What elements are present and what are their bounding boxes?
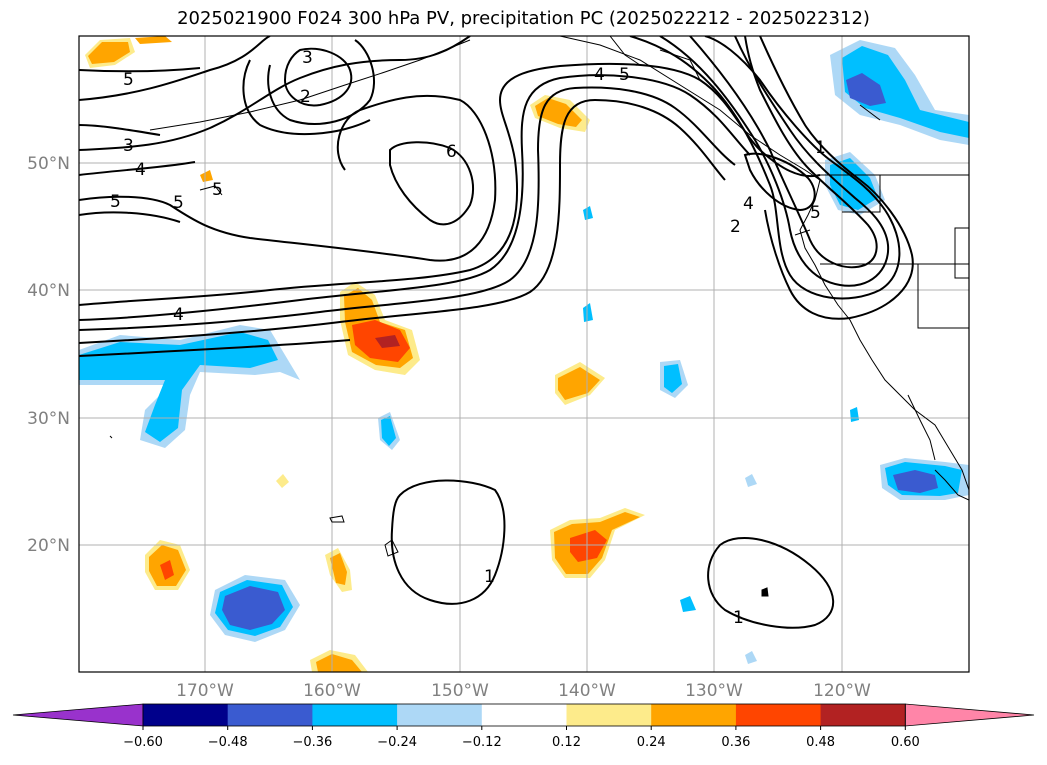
contour-label: 5 <box>110 192 121 212</box>
positive-precip-shading <box>85 36 645 672</box>
contour-label: 3 <box>302 48 313 68</box>
colorbar-swatch <box>227 704 313 726</box>
lat-label: 30°N <box>27 409 70 429</box>
contour-label: 4 <box>743 194 754 214</box>
gridlines <box>79 36 969 672</box>
colorbar-swatch <box>566 704 652 726</box>
colorbar-tick-label: 0.36 <box>721 735 750 750</box>
colorbar-swatch <box>820 704 906 726</box>
colorbar-swatch <box>735 704 822 726</box>
lon-label: 120°W <box>813 681 871 701</box>
colorbar-swatch <box>312 704 398 726</box>
lon-label: 160°W <box>303 681 361 701</box>
coastlines <box>109 36 969 597</box>
colorbar-swatch <box>651 704 737 726</box>
contour-label: 5 <box>212 180 223 200</box>
colorbar-tick-label: −0.24 <box>377 735 417 750</box>
contour-label: 1 <box>484 567 495 587</box>
lon-label: 150°W <box>431 681 489 701</box>
colorbar-tick-label: 0.24 <box>637 735 666 750</box>
colorbar-extend-low <box>12 703 144 727</box>
colorbar-tick-label: 0.48 <box>806 735 835 750</box>
contour-label: 1 <box>815 138 826 158</box>
colorbar-swatch <box>481 704 567 726</box>
contour-label: 5 <box>810 203 821 223</box>
lat-label: 50°N <box>27 154 70 174</box>
contour-label: 2 <box>300 87 311 107</box>
contour-label: 5 <box>173 193 184 213</box>
map-frame <box>78 35 970 673</box>
lat-label: 40°N <box>27 281 70 301</box>
colorbar-tick-label: 0.60 <box>891 735 920 750</box>
colorbar-border <box>142 703 906 727</box>
pv-contours <box>79 36 914 629</box>
contour-label: 4 <box>173 305 184 325</box>
contour-label: 2 <box>730 217 741 237</box>
colorbar-tick-label: 0.12 <box>552 735 581 750</box>
colorbar-tick-label: −0.48 <box>208 735 248 750</box>
colorbar-swatch <box>143 704 229 726</box>
contour-label: 6 <box>446 142 457 162</box>
contour-label: 5 <box>123 70 134 90</box>
colorbar-tick-label: −0.60 <box>123 735 163 750</box>
latitude-labels: 50°N 40°N 30°N 20°N <box>27 154 70 556</box>
contour-label: 3 <box>123 136 134 156</box>
map-title: 2025021900 F024 300 hPa PV, precipitatio… <box>177 8 870 29</box>
longitude-labels: 170°W 160°W 150°W 140°W 130°W 120°W <box>176 681 871 701</box>
map-area: 5 3 2 3 4 5 5 5 6 4 4 5 1 4 5 2 1 1 <box>79 36 969 672</box>
colorbar: −0.60 −0.48 −0.36 −0.24 −0.12 0.12 0.24 0.36 0.4… <box>12 703 1035 750</box>
colorbar-tick-label: −0.36 <box>292 735 332 750</box>
colorbar-tick-label: −0.12 <box>462 735 502 750</box>
lon-label: 130°W <box>685 681 743 701</box>
contour-labels: 5 3 2 3 4 5 5 5 6 4 4 5 1 4 5 2 1 1 <box>110 48 826 628</box>
lat-label: 20°N <box>27 536 70 556</box>
contour-label: 4 <box>594 65 605 85</box>
colorbar-swatch <box>397 704 483 726</box>
colorbar-extend-high <box>904 703 1035 727</box>
contour-label: 5 <box>619 65 630 85</box>
contour-label: 4 <box>135 160 146 180</box>
lon-label: 140°W <box>558 681 616 701</box>
lon-label: 170°W <box>176 681 234 701</box>
contour-label: 1 <box>733 608 744 628</box>
